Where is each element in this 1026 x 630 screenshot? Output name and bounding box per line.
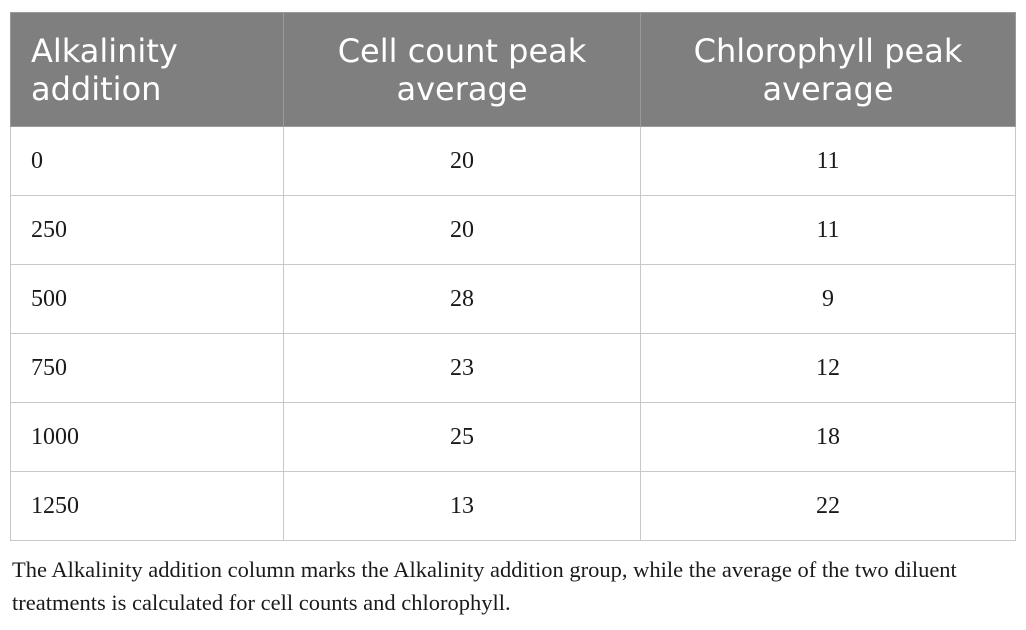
cell-cell-count: 20 <box>283 195 641 265</box>
header-row: Alkalinity addition Cell count peak aver… <box>10 12 1016 127</box>
cell-cell-count: 20 <box>283 126 641 196</box>
table-row: 0 20 11 <box>10 126 1016 196</box>
cell-alkalinity: 1000 <box>10 402 284 472</box>
cell-alkalinity: 1250 <box>10 471 284 541</box>
cell-chlorophyll: 22 <box>640 471 1016 541</box>
table-body: 0 20 11 250 20 11 500 28 9 750 23 12 100… <box>10 126 1016 541</box>
cell-alkalinity: 750 <box>10 333 284 403</box>
cell-chlorophyll: 18 <box>640 402 1016 472</box>
header-alkalinity-addition: Alkalinity addition <box>10 12 284 127</box>
header-chlorophyll-peak-average: Chlorophyll peak average <box>640 12 1016 127</box>
data-table-container: Alkalinity addition Cell count peak aver… <box>10 12 1016 541</box>
cell-cell-count: 28 <box>283 264 641 334</box>
cell-cell-count: 23 <box>283 333 641 403</box>
cell-chlorophyll: 11 <box>640 195 1016 265</box>
table-header: Alkalinity addition Cell count peak aver… <box>10 12 1016 127</box>
table-row: 1000 25 18 <box>10 402 1016 472</box>
cell-alkalinity: 0 <box>10 126 284 196</box>
table-footnote: The Alkalinity addition column marks the… <box>12 557 957 615</box>
table-row: 250 20 11 <box>10 195 1016 265</box>
cell-chlorophyll: 11 <box>640 126 1016 196</box>
data-table: Alkalinity addition Cell count peak aver… <box>10 12 1016 541</box>
table-row: 500 28 9 <box>10 264 1016 334</box>
table-row: 1250 13 22 <box>10 471 1016 541</box>
header-cell-count-peak-average: Cell count peak average <box>283 12 641 127</box>
table-row: 750 23 12 <box>10 333 1016 403</box>
cell-cell-count: 13 <box>283 471 641 541</box>
cell-chlorophyll: 12 <box>640 333 1016 403</box>
cell-cell-count: 25 <box>283 402 641 472</box>
cell-alkalinity: 500 <box>10 264 284 334</box>
cell-alkalinity: 250 <box>10 195 284 265</box>
cell-chlorophyll: 9 <box>640 264 1016 334</box>
